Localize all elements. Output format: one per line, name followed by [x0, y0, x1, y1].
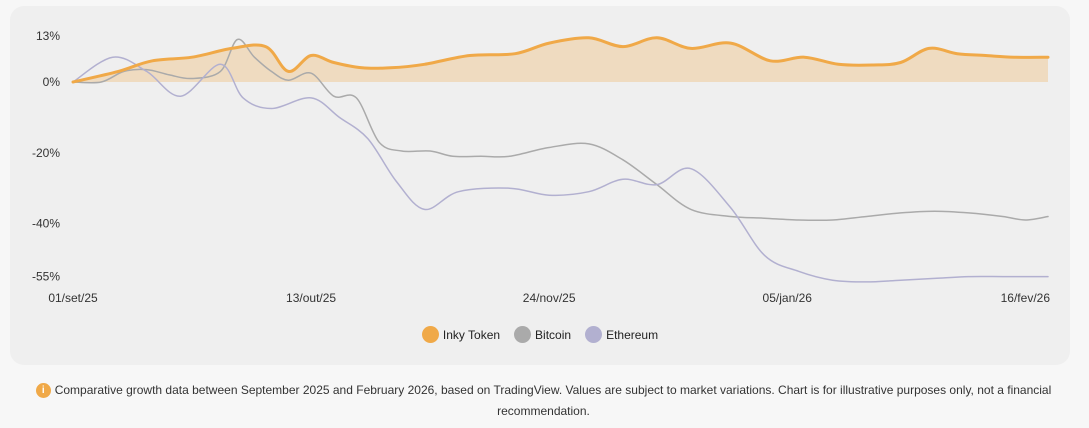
chart-card: 13% 0% -20% -40% -55% 01/set/25 13/out/25 24/no… [10, 6, 1070, 365]
x-tick-label: 01/set/25 [48, 291, 98, 305]
line-ethereum [72, 56, 1049, 283]
legend-label-inky-token: Inky Token [442, 327, 501, 342]
y-tick-label: 0% [43, 75, 61, 89]
x-tick-label: 05/jan/26 [763, 291, 813, 305]
legend-item-inky-token[interactable]: Inky Token [421, 326, 501, 343]
legend-item-ethereum[interactable]: Ethereum [585, 326, 658, 343]
x-tick-label: 13/out/25 [286, 291, 336, 305]
footnote-text: Comparative growth data between Septembe… [54, 383, 1052, 418]
legend-swatch-bitcoin [514, 326, 532, 343]
info-icon: i [35, 383, 51, 398]
y-tick-label: 13% [36, 29, 60, 43]
x-tick-label: 16/fev/26 [1001, 291, 1051, 305]
chart-legend: Inky Token Bitcoin Ethereum [10, 326, 1070, 343]
x-tick-label: 24/nov/25 [523, 291, 576, 305]
growth-chart: 13% 0% -20% -40% -55% 01/set/25 13/out/25 24/no… [32, 29, 1051, 305]
legend-item-bitcoin[interactable]: Bitcoin [514, 326, 571, 343]
legend-label-bitcoin: Bitcoin [535, 327, 572, 342]
footnote: i Comparative growth data between Septemb… [26, 380, 1061, 422]
y-tick-label: -40% [32, 217, 60, 231]
line-bitcoin [72, 38, 1049, 222]
area-inky-token [73, 37, 1048, 82]
y-tick-label: -55% [32, 270, 60, 284]
line-inky-token [71, 36, 1050, 84]
legend-swatch-inky-token [421, 326, 439, 343]
y-tick-label: -20% [32, 146, 60, 160]
legend-swatch-ethereum [585, 326, 603, 343]
legend-label-ethereum: Ethereum [606, 327, 659, 342]
